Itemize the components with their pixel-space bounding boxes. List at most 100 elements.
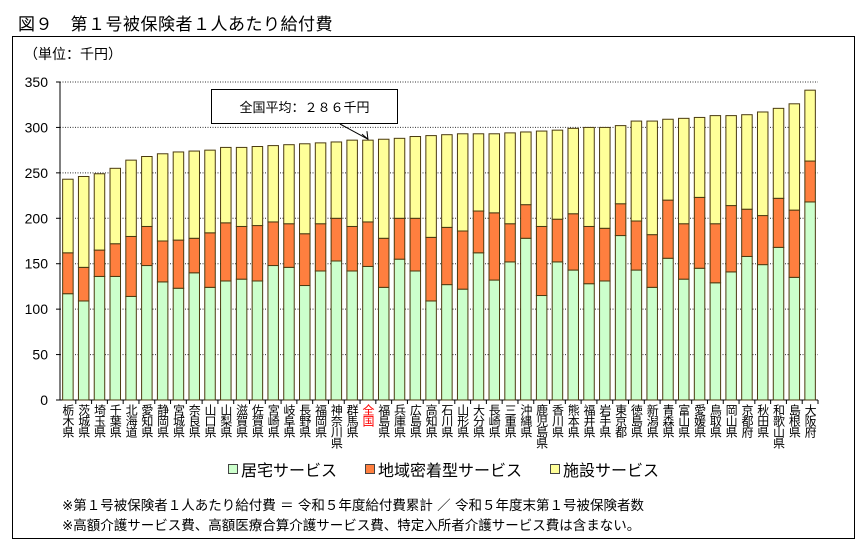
bar-segment-facility (788, 103, 801, 211)
bar-segment-community (283, 223, 295, 268)
x-tick-label: 島根県 (787, 404, 802, 437)
legend-label: 地域密着型サービス (378, 461, 523, 480)
bar-segment-facility (772, 107, 785, 199)
bar-segment-community (409, 217, 422, 272)
bar-segment-community (725, 205, 737, 273)
footnote-1: ※第１号被保険者１人あたり給付費 ＝ 令和５年度給付費累計 ／ 令和５年度末第１… (62, 498, 644, 514)
bar-segment-facility (314, 142, 327, 225)
bar-segment-community (172, 239, 185, 289)
bar-segment-home (646, 286, 658, 401)
x-tick-label: 福岡県 (313, 404, 328, 437)
bar-segment-home (141, 265, 153, 401)
bar-segment-facility (646, 120, 658, 236)
y-tick-label: 300 (25, 119, 49, 135)
bar-segment-home (299, 285, 311, 401)
y-tick-label: 350 (25, 74, 49, 90)
bar-segment-home (441, 284, 453, 401)
bar-segment-facility (567, 127, 579, 215)
x-tick-label: 栃木県 (60, 404, 75, 437)
x-tick-label: 熊本県 (566, 404, 581, 437)
bar-segment-facility (362, 139, 374, 223)
x-tick-label: 山梨県 (218, 404, 233, 437)
bar-segment-community (267, 221, 279, 267)
x-tick-label: 沖縄県 (518, 404, 533, 437)
y-tick-label: 50 (32, 347, 48, 363)
bar-segment-home (283, 266, 295, 401)
bar-segment-facility (220, 146, 232, 224)
bar-segment-community (425, 236, 437, 302)
bar-segment-community (520, 204, 532, 239)
bar-segment-home (235, 278, 248, 401)
bar-segment-community (204, 232, 216, 288)
bar-segment-home (788, 276, 801, 401)
bar-segment-home (314, 270, 327, 401)
bar-segment-facility (172, 151, 185, 241)
bar-segment-home (709, 282, 722, 401)
x-tick-label: 静岡県 (155, 404, 170, 437)
bar-segment-home (172, 287, 185, 401)
x-tick-label: 山形県 (455, 404, 470, 437)
bar-segment-community (788, 209, 801, 278)
x-tick-label: 岐阜県 (281, 404, 296, 437)
legend-swatch (365, 464, 376, 474)
x-tick-label: 東京都 (613, 404, 628, 437)
bar-segment-community (299, 233, 311, 287)
x-tick-label: 千葉県 (108, 404, 123, 437)
x-tick-label: 茨城県 (76, 404, 91, 437)
bar-segment-home (630, 269, 643, 401)
bar-segment-facility (393, 137, 406, 219)
bar-segment-facility (141, 156, 153, 227)
bar-segment-home (551, 261, 564, 401)
bar-segment-community (441, 226, 453, 286)
x-tick-label: 長野県 (297, 404, 312, 437)
bar-segment-facility (520, 131, 532, 206)
bar-segment-home (504, 261, 516, 401)
callout-arrow (339, 123, 369, 140)
bar-segment-community (314, 223, 327, 272)
bar-segment-community (62, 252, 74, 295)
x-tick-label: 福井県 (582, 404, 597, 437)
bar-segment-home (93, 275, 106, 401)
bar-segment-facility (756, 111, 769, 217)
chart-frame (12, 36, 855, 539)
x-tick-label: 滋賀県 (234, 404, 249, 437)
bar-segment-facility (62, 178, 74, 254)
bar-segment-community (535, 225, 548, 297)
bar-segment-facility (441, 134, 453, 228)
bar-segment-facility (472, 133, 485, 212)
y-tick-label: 0 (40, 392, 48, 408)
bar-segment-facility (235, 146, 248, 227)
bar-segment-community (393, 217, 406, 260)
bar-segment-facility (725, 115, 737, 207)
bar-segment-facility (678, 117, 690, 225)
bar-segment-community (362, 221, 374, 267)
x-tick-label: 兵庫県 (392, 404, 407, 437)
x-tick-label: 富山県 (676, 404, 691, 437)
bar-segment-community (804, 160, 816, 203)
bar-segment-community (330, 217, 343, 262)
x-tick-label: 宮崎県 (266, 404, 281, 437)
bar-segment-community (567, 213, 579, 271)
bar-segment-facility (204, 149, 216, 234)
bar-segment-community (741, 208, 753, 257)
bar-segment-community (156, 240, 169, 283)
bar-segment-facility (488, 133, 501, 214)
footnote-2: ※高額介護サービス費、高額医療合算介護サービス費、特定入所者介護サービス費は含ま… (62, 518, 641, 534)
bar-segment-home (772, 246, 785, 401)
bar-segment-facility (409, 136, 422, 219)
bar-segment-facility (709, 115, 722, 225)
x-tick-label: 香川県 (550, 404, 565, 437)
bar-segment-home (520, 237, 532, 401)
x-tick-label: 奈良県 (187, 404, 202, 437)
bar-segment-facility (693, 116, 706, 198)
bar-segment-home (741, 255, 753, 401)
x-tick-label: 全国 (360, 404, 375, 426)
bar-segment-home (662, 257, 674, 401)
bar-segment-community (125, 235, 137, 297)
bar-segment-facility (583, 126, 595, 227)
bar-segment-home (77, 300, 90, 401)
bar-segment-facility (188, 150, 200, 239)
bar-segment-home (156, 281, 169, 401)
x-tick-label: 京都府 (739, 404, 754, 437)
